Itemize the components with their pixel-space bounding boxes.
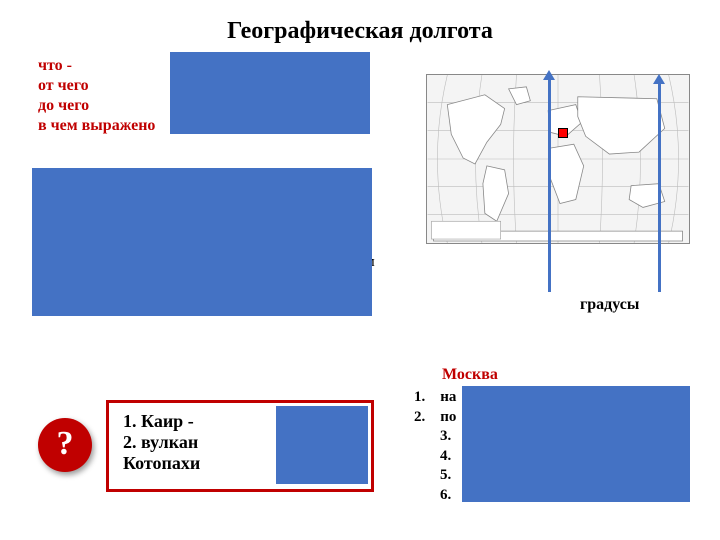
prompt-from: от чего — [38, 76, 155, 96]
question-icon: ? — [38, 418, 92, 472]
cover-box-1 — [170, 52, 370, 134]
prompt-to: до чего — [38, 96, 155, 116]
moscow-step-4: 4. — [414, 447, 456, 467]
cover-box-4 — [462, 386, 690, 502]
moscow-step-3: 3. — [414, 427, 456, 447]
map-svg — [427, 75, 689, 243]
map-marker-moscow — [558, 128, 568, 138]
moscow-steps: 1. на 2. по 3. 4. 5. 6. — [414, 388, 456, 505]
meridian-arrow-1 — [548, 78, 551, 292]
prompt-units: в чем выражено — [38, 116, 155, 136]
moscow-step-1: 1. на — [414, 388, 456, 408]
degrees-label: градусы — [580, 296, 639, 314]
world-map — [426, 74, 690, 244]
moscow-step-6: 6. — [414, 486, 456, 506]
moscow-step-2: 2. по — [414, 408, 456, 428]
task-item-volcano-l2: Котопахи — [123, 453, 200, 473]
task-item-volcano-l1: вулкан — [141, 432, 198, 452]
cover-box-2 — [32, 168, 372, 316]
meridian-arrow-2 — [658, 82, 661, 292]
moscow-header: Москва — [442, 366, 498, 384]
cover-box-3 — [276, 406, 368, 484]
page-title: Географическая долгота — [0, 18, 720, 45]
moscow-step-5: 5. — [414, 466, 456, 486]
prompt-what: что - — [38, 56, 155, 76]
definition-prompts: что - от чего до чего в чем выражено — [38, 56, 155, 136]
